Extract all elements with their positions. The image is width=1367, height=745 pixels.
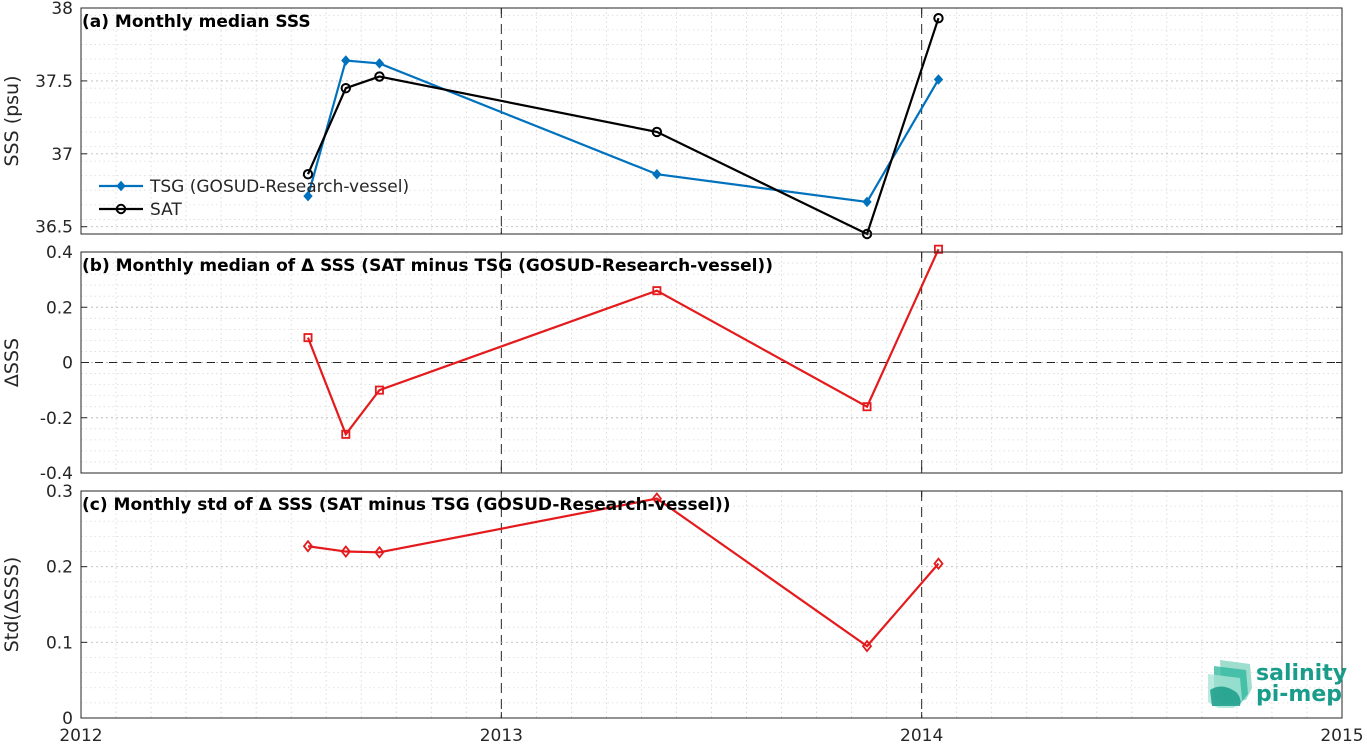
legend: TSG (GOSUD-Research-vessel) SAT (99, 177, 409, 220)
panel-title-c: (c) Monthly std of Δ SSS (SAT minus TSG … (82, 495, 730, 515)
series-line (306, 17, 940, 236)
data-point (340, 82, 352, 94)
panel-title-b: (b) Monthly median of Δ SSS (SAT minus T… (82, 256, 773, 276)
series-line (306, 59, 940, 204)
y-tick-label: 38 (51, 0, 73, 19)
series-c-0 (302, 492, 944, 653)
y-tick-label: 0.4 (46, 243, 73, 263)
y-tick-label: -0.2 (40, 409, 73, 429)
data-point (861, 639, 873, 653)
data-point (933, 244, 943, 254)
y-tick-label: 37 (51, 145, 73, 165)
data-point (651, 126, 663, 138)
legend-marker (115, 203, 127, 215)
data-point (933, 74, 944, 85)
legend-label: TSG (GOSUD-Research-vessel) (149, 177, 409, 197)
y-tick-label: 0.1 (46, 633, 73, 653)
y-tick-label: 0 (62, 354, 73, 374)
data-point (374, 58, 385, 69)
series-a-0 (303, 55, 944, 208)
y-tick-label: 0.3 (46, 482, 73, 502)
y-tick-label: 0.2 (46, 298, 73, 318)
legend-label: SAT (150, 200, 182, 220)
axes-box-a (80, 7, 1343, 235)
data-point (652, 286, 662, 296)
data-point (862, 196, 872, 208)
series-a-1 (302, 13, 944, 240)
panel-a: 36.5 37 37.5 38 (a) Monthly median SSS SSS (p… (1, 0, 1343, 240)
data-point (651, 492, 663, 506)
y-tick-label: 37.5 (35, 72, 73, 92)
data-point (341, 429, 351, 439)
y-tick-label: 0.2 (46, 558, 73, 578)
data-point (374, 71, 385, 82)
axes-box-b (80, 251, 1343, 474)
y-tick-label: 36.5 (35, 218, 73, 238)
data-point (374, 545, 385, 559)
data-point (652, 168, 662, 180)
panel-c: 0 0.1 0.2 0.3 2012 2013 2014 2015 (c) Monthly st… (1, 482, 1364, 745)
series-line (307, 497, 940, 648)
x-tick-label: 2014 (900, 726, 943, 745)
x-tick-label: 2015 (1320, 726, 1363, 745)
y-tick-label: 0 (62, 709, 73, 729)
series-b-0 (303, 244, 943, 439)
panel-b: -0.4 -0.2 0 0.2 0.4 (b) Monthly median of Δ S… (1, 243, 1343, 484)
panel-title-a: (a) Monthly median SSS (82, 12, 311, 32)
data-point (303, 333, 313, 343)
data-point (933, 557, 944, 571)
data-point (341, 55, 351, 66)
y-axis-label-c: Std(ΔSSS) (1, 557, 23, 653)
data-point (302, 539, 314, 553)
logo-mark-icon (1208, 660, 1252, 708)
y-tick-label: -0.4 (40, 464, 73, 484)
legend-marker (116, 180, 126, 192)
data-point (933, 13, 944, 24)
y-axis-label-a: SSS (psu) (1, 75, 23, 166)
data-point (340, 545, 351, 558)
series-line (306, 248, 940, 437)
logo-line1: salinity (1256, 661, 1347, 686)
y-axis-label-b: ΔSSS (1, 338, 23, 387)
x-tick-label: 2013 (480, 726, 523, 745)
data-point (303, 190, 313, 202)
logo-line2: pi-mep (1256, 682, 1342, 707)
x-tick-label: 2012 (59, 726, 102, 745)
data-point (862, 402, 872, 412)
data-point (374, 385, 384, 395)
axes-box-c (80, 490, 1343, 719)
data-point (302, 169, 314, 180)
salinity-pi-mep-logo: salinity pi-mep (1208, 660, 1347, 708)
